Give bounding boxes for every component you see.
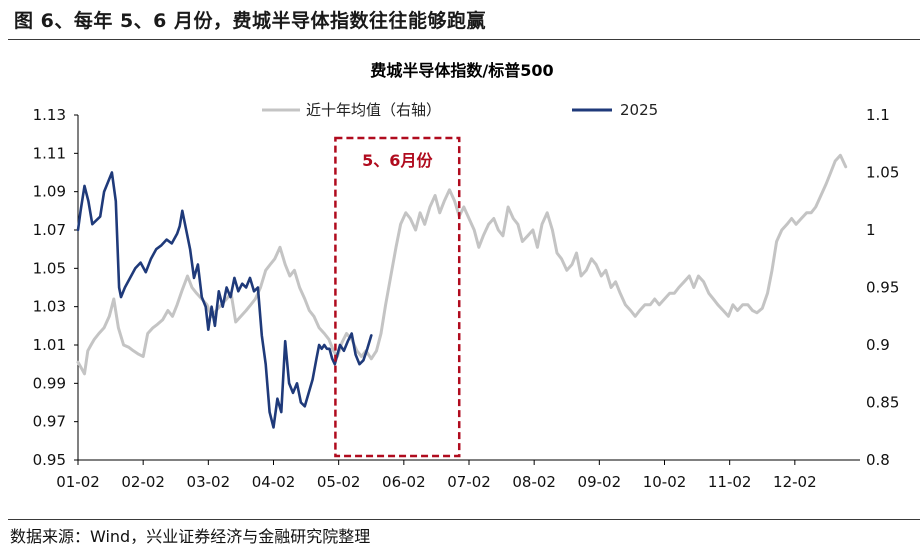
legend: 近十年均值（右轴） 2025 <box>262 101 658 119</box>
left-tick-label: 1.05 <box>33 259 66 277</box>
source-note: 数据来源：Wind，兴业证券经济与金融研究院整理 <box>10 527 371 546</box>
right-tick-label: 0.8 <box>866 451 890 469</box>
x-tick-label: 08-02 <box>512 473 556 491</box>
left-tick-label: 1.03 <box>33 298 66 316</box>
axes <box>77 115 860 461</box>
right-tick-label: 0.85 <box>866 394 899 412</box>
left-tick-label: 1.07 <box>33 221 66 239</box>
left-tick-label: 1.09 <box>33 183 66 201</box>
right-tick-label: 1 <box>866 221 876 239</box>
highlight-box <box>334 136 461 458</box>
source-divider <box>8 519 920 520</box>
series-line-2025 <box>76 171 373 429</box>
right-tick-label: 0.9 <box>866 336 890 354</box>
x-tick-label: 04-02 <box>252 473 296 491</box>
x-tick-label: 01-02 <box>56 473 100 491</box>
left-tick-label: 0.99 <box>33 374 66 392</box>
right-axis-ticks: 0.8 0.85 0.9 0.95 1 1.05 1.1 <box>866 106 899 469</box>
series-layer <box>76 153 848 429</box>
x-tick-label: 07-02 <box>447 473 491 491</box>
left-axis-ticks: 0.95 0.97 0.99 1.01 1.03 1.05 1.07 1.09 1.11 1.13 <box>33 106 78 469</box>
right-tick-label: 0.95 <box>866 279 899 297</box>
x-tick-label: 02-02 <box>121 473 165 491</box>
left-tick-label: 0.95 <box>33 451 66 469</box>
figure-title: 图 6、每年 5、6 月份，费城半导体指数往往能够跑赢 <box>14 10 487 32</box>
left-tick-label: 1.01 <box>33 336 66 354</box>
left-tick-label: 1.13 <box>33 106 66 124</box>
x-tick-label: 09-02 <box>578 473 622 491</box>
x-tick-label: 10-02 <box>643 473 687 491</box>
may-june-highlight: 5、6月份 <box>334 136 461 458</box>
x-tick-label: 06-02 <box>382 473 426 491</box>
x-tick-label: 05-02 <box>317 473 361 491</box>
title-divider <box>8 39 920 40</box>
x-tick-label: 11-02 <box>708 473 752 491</box>
right-tick-label: 1.1 <box>866 106 890 124</box>
x-tick-label: 12-02 <box>773 473 817 491</box>
legend-label-average: 近十年均值（右轴） <box>306 101 441 119</box>
series-line-average <box>76 153 848 376</box>
chart-title: 费城半导体指数/标普500 <box>370 61 553 80</box>
legend-label-2025: 2025 <box>620 101 658 119</box>
left-tick-label: 1.11 <box>33 144 66 162</box>
x-axis-ticks: 01-02 02-02 03-02 04-02 05-02 06-02 07-02 08-02… <box>56 460 817 491</box>
x-tick-label: 03-02 <box>187 473 231 491</box>
highlight-label: 5、6月份 <box>362 151 433 170</box>
left-tick-label: 0.97 <box>33 413 66 431</box>
right-tick-label: 1.05 <box>866 164 899 182</box>
